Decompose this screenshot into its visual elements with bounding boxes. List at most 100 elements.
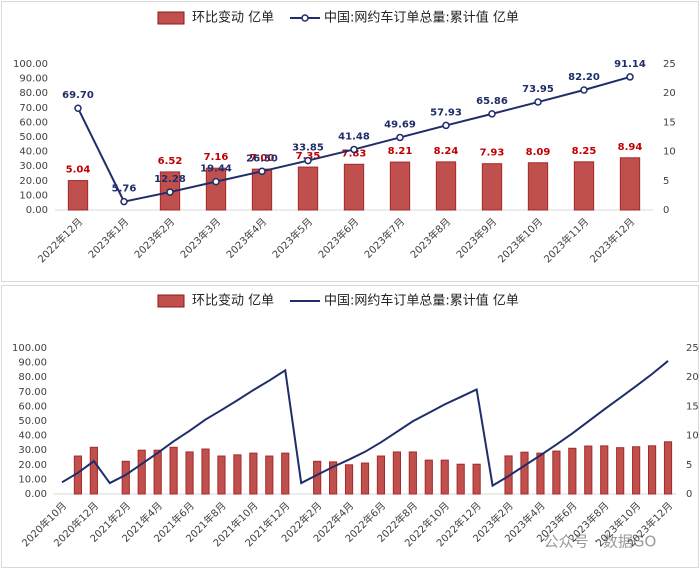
line-marker [258,167,266,176]
line-value-label: 65.86 [476,96,508,107]
bar [344,464,354,495]
bar [233,454,242,495]
line-marker [580,86,588,94]
bar [169,446,178,495]
bar [435,161,457,211]
bar-value-label: 7.83 [342,148,367,159]
y-tick-label: 80.00 [19,88,48,99]
bar [424,459,433,495]
watermark: 公众号 · 数据GO [544,533,657,551]
bar [121,460,130,495]
bar-value-label: 6.52 [158,156,183,167]
chart-frame [1,1,699,282]
y-tick-label: 100.00 [12,343,47,354]
line-value-label: 33.85 [292,143,324,154]
legend-label: 中国:网约车订单总量:累计值 亿单 [324,293,519,309]
y2-tick-label: 25 [686,343,699,354]
bar [520,451,529,495]
y2-tick-label: 10 [686,431,699,442]
bar [360,462,370,495]
legend-swatch [157,11,185,25]
y2-tick-label: 0 [686,489,692,500]
bar [389,161,411,211]
line [61,360,669,488]
line-marker [396,133,404,142]
bar [343,163,365,211]
bar [408,451,417,495]
y-tick-label: 10.00 [19,190,48,201]
bar [456,463,465,495]
legend-swatch [157,294,185,308]
line-marker [304,156,312,165]
line-value-label: 5.76 [112,184,137,195]
y2-tick-label: 0 [663,205,669,216]
y-tick-label: 50.00 [19,132,48,143]
line-value-label: 57.93 [430,107,462,118]
legend-marker [301,14,309,22]
y-tick-label: 60.00 [19,117,48,128]
bar [568,447,577,495]
y-tick-label: 50.00 [18,416,47,427]
line-value-label: 82.20 [568,72,600,83]
y-tick-label: 30.00 [18,445,47,456]
line-value-label: 73.95 [522,84,554,95]
bar-value-label: 8.94 [618,142,643,153]
bar [584,445,593,495]
bar [137,449,146,495]
bar [472,463,481,495]
y2-tick-label: 5 [686,460,692,471]
line-marker [626,73,634,81]
y-tick-label: 0.00 [25,489,47,500]
line-value-label: 12.28 [154,174,186,185]
line-value-label: 49.69 [384,119,416,130]
bar-value-label: 7.00 [250,153,275,164]
y-tick-label: 80.00 [18,372,47,383]
y-tick-label: 70.00 [18,387,47,398]
line-marker [120,197,128,206]
bar [89,446,98,495]
line-marker [488,110,496,118]
y2-tick-label: 15 [663,117,676,128]
bar [297,166,319,211]
bar [552,450,561,495]
bar-value-label: 8.25 [572,146,597,157]
line-marker [442,121,450,130]
line-marker [166,188,174,196]
bar [249,452,258,495]
legend-label: 环比变动 亿单 [192,293,274,309]
line-value-label: 19.44 [200,164,232,175]
line-marker [74,104,82,112]
y-tick-label: 90.00 [19,74,48,85]
bar [632,446,641,495]
bar [185,451,194,495]
line-marker [534,98,542,106]
bar [265,455,274,495]
line-value-label: 26.50 [246,153,278,164]
y-tick-label: 20.00 [19,176,48,187]
bar [217,455,226,495]
bar [392,451,401,495]
bar-value-label: 5.04 [66,165,91,176]
bar [281,452,290,495]
y2-tick-label: 20 [663,88,676,99]
bar [647,445,657,495]
y2-tick-label: 25 [663,59,676,70]
bar-value-label: 8.21 [388,146,413,157]
y-tick-label: 30.00 [19,161,48,172]
y-tick-label: 40.00 [19,147,48,158]
y-tick-label: 10.00 [18,474,47,485]
bar [313,460,322,495]
legend-label: 中国:网约车订单总量:累计值 亿单 [324,10,519,26]
line-value-label: 41.48 [338,131,370,142]
bar [527,162,549,211]
bar [616,447,625,495]
y-tick-label: 70.00 [19,103,48,114]
y-tick-label: 20.00 [18,460,47,471]
bar [201,448,210,495]
y-tick-label: 0.00 [26,205,48,216]
y-tick-label: 90.00 [18,358,47,369]
y-tick-label: 60.00 [18,401,47,412]
bar-value-label: 8.24 [434,146,459,157]
bar [573,161,595,211]
